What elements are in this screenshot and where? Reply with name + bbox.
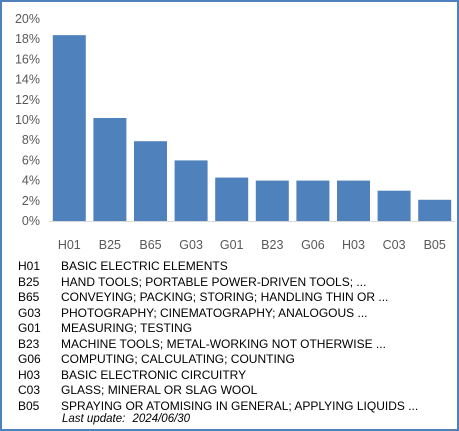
legend-code: C03 <box>18 383 41 397</box>
legend-row: G06 COMPUTING; CALCULATING; COUNTING <box>18 352 458 368</box>
y-tick-label: 6% <box>22 153 40 167</box>
x-tick-label: B25 <box>99 238 121 252</box>
legend-description: CONVEYING; PACKING; STORING; HANDLING TH… <box>61 290 389 304</box>
legend-row: C03 GLASS; MINERAL OR SLAG WOOL <box>18 383 458 399</box>
legend-code: H01 <box>18 259 41 273</box>
y-tick-label: 8% <box>22 133 40 147</box>
y-tick-label: 20% <box>15 12 40 26</box>
legend-row: B25 HAND TOOLS; PORTABLE POWER-DRIVEN TOO… <box>18 275 458 291</box>
category-legend: H01 BASIC ELECTRIC ELEMENTS B25 HAND TOOLS;… <box>18 259 458 414</box>
x-tick-label: B05 <box>424 238 446 252</box>
legend-code: B65 <box>18 290 40 304</box>
x-tick-label: H01 <box>58 238 81 252</box>
last-update-label: Last update: <box>62 413 126 425</box>
x-tick-label: G01 <box>220 238 244 252</box>
legend-description: COMPUTING; CALCULATING; COUNTING <box>61 352 295 366</box>
legend-description: PHOTOGRAPHY; CINEMATOGRAPHY; ANALOGOUS .… <box>61 305 368 320</box>
y-tick-label: 4% <box>22 174 40 188</box>
legend-code: G03 <box>18 305 41 320</box>
y-tick-label: 0% <box>22 214 40 228</box>
bar-chart: 0% 2% 4% 6% 8% 10% 12% 14% 16% 18% 20% H01 B25 B65 G03… <box>15 12 455 252</box>
bar <box>52 35 86 221</box>
legend-code: B05 <box>18 398 40 413</box>
y-tick-label: 16% <box>15 52 40 66</box>
bar <box>418 199 452 221</box>
bar <box>337 180 370 221</box>
last-update-date: 2024/06/30 <box>132 413 191 425</box>
x-tick-label: H03 <box>342 238 365 252</box>
legend-description: BASIC ELECTRIC ELEMENTS <box>61 259 228 273</box>
legend-description: GLASS; MINERAL OR SLAG WOOL <box>61 383 258 397</box>
legend-code: B25 <box>18 274 40 289</box>
legend-row: B05 SPRAYING OR ATOMISING IN GENERAL; APP… <box>18 399 458 415</box>
x-tick-label: B23 <box>261 238 283 252</box>
legend-description: MACHINE TOOLS; METAL-WORKING NOT OTHERWI… <box>61 336 386 351</box>
y-tick-label: 14% <box>15 73 40 87</box>
legend-row: H03 BASIC ELECTRONIC CIRCUITRY <box>18 368 458 384</box>
legend-row: B65 CONVEYING; PACKING; STORING; HANDLING… <box>18 290 458 306</box>
y-tick-label: 12% <box>15 93 40 107</box>
legend-code: H03 <box>18 367 41 382</box>
legend-code: G01 <box>18 321 41 335</box>
x-tick-label: G03 <box>179 238 203 252</box>
legend-description: BASIC ELECTRONIC CIRCUITRY <box>61 367 247 382</box>
bar <box>255 180 289 221</box>
x-tick-label: C03 <box>383 238 406 252</box>
bar <box>93 117 127 221</box>
y-tick-label: 10% <box>15 113 40 127</box>
last-update: Last update: 2024/06/30 <box>62 413 194 425</box>
bar <box>174 160 208 221</box>
bar <box>134 141 167 221</box>
legend-code: B23 <box>18 336 40 351</box>
legend-row: H01 BASIC ELECTRIC ELEMENTS <box>18 259 458 275</box>
y-tick-label: 18% <box>15 32 40 46</box>
legend-row: G03 PHOTOGRAPHY; CINEMATOGRAPHY; ANALOGOU… <box>18 306 458 322</box>
legend-code: G06 <box>18 352 41 366</box>
bar <box>215 177 249 221</box>
y-tick-label: 2% <box>22 194 40 208</box>
legend-description: MEASURING; TESTING <box>61 321 193 335</box>
legend-row: B23 MACHINE TOOLS; METAL-WORKING NOT OTHE… <box>18 337 458 353</box>
bar <box>296 180 330 221</box>
x-tick-label: B65 <box>139 238 161 252</box>
legend-description: HAND TOOLS; PORTABLE POWER-DRIVEN TOOLS;… <box>61 274 367 289</box>
legend-description: SPRAYING OR ATOMISING IN GENERAL; APPLYI… <box>61 398 419 413</box>
legend-row: G01 MEASURING; TESTING <box>18 321 458 337</box>
x-tick-label: G06 <box>301 238 325 252</box>
bar <box>377 190 411 221</box>
